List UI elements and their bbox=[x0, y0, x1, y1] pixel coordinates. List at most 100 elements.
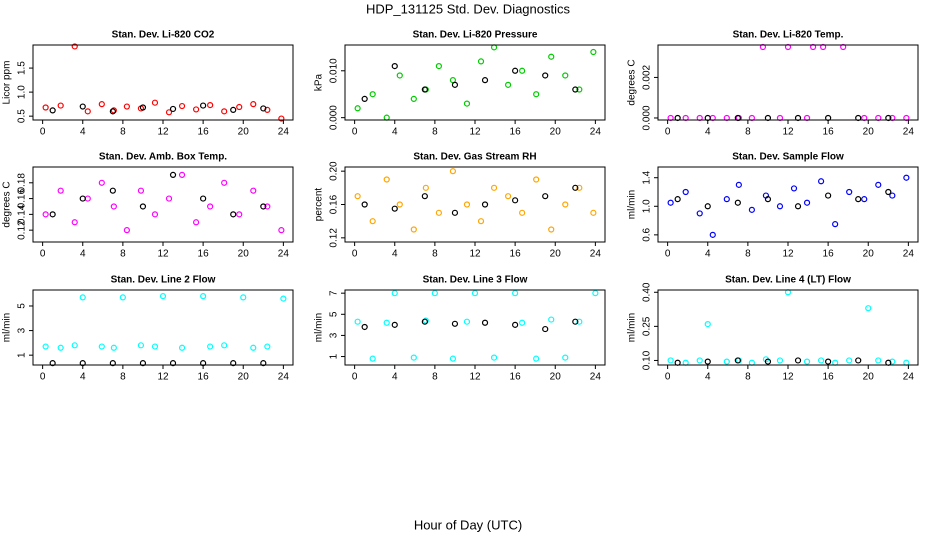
data-point bbox=[178, 344, 186, 351]
data-point bbox=[704, 320, 711, 328]
y-tick-label: 0.6 bbox=[642, 227, 653, 241]
data-point bbox=[885, 188, 892, 196]
data-point bbox=[98, 179, 105, 186]
data-point bbox=[264, 203, 271, 210]
data-point bbox=[519, 319, 526, 326]
data-point bbox=[832, 359, 839, 366]
data-point bbox=[49, 107, 56, 114]
data-point bbox=[576, 86, 583, 93]
data-point bbox=[674, 359, 681, 366]
data-point bbox=[110, 107, 117, 114]
data-point bbox=[57, 102, 64, 109]
x-tick-label: 12 bbox=[157, 127, 169, 138]
data-point bbox=[236, 211, 243, 218]
data-point bbox=[109, 108, 116, 115]
data-point bbox=[71, 342, 78, 349]
data-point bbox=[505, 193, 512, 200]
data-point bbox=[200, 102, 207, 109]
data-point bbox=[533, 355, 540, 362]
data-point bbox=[505, 81, 512, 88]
data-point bbox=[410, 95, 417, 103]
x-tick-label: 16 bbox=[823, 249, 835, 260]
data-point bbox=[230, 211, 237, 218]
data-point bbox=[236, 103, 243, 111]
data-point bbox=[776, 357, 784, 364]
data-point bbox=[200, 195, 207, 202]
data-point bbox=[667, 199, 674, 206]
data-point bbox=[42, 211, 49, 218]
data-point bbox=[221, 179, 228, 186]
data-point bbox=[435, 62, 442, 70]
data-point bbox=[889, 192, 896, 199]
x-tick-label: 24 bbox=[278, 249, 290, 260]
panel-title: Stan. Dev. Li-820 Temp. bbox=[733, 30, 844, 41]
data-point bbox=[696, 357, 703, 364]
data-point bbox=[84, 108, 91, 115]
y-tick-label: 0.000 bbox=[329, 105, 340, 130]
x-tick-label: 16 bbox=[823, 372, 835, 383]
x-tick-label: 24 bbox=[903, 372, 915, 383]
x-tick-label: 0 bbox=[665, 249, 671, 260]
data-point bbox=[369, 355, 376, 362]
plot-frame bbox=[657, 166, 919, 243]
x-tick-label: 20 bbox=[238, 372, 250, 383]
data-point bbox=[159, 293, 167, 300]
data-point bbox=[361, 201, 368, 208]
data-point bbox=[110, 344, 117, 351]
y-tick-label: 1.4 bbox=[642, 170, 653, 184]
data-point bbox=[431, 290, 438, 297]
data-point bbox=[169, 171, 177, 178]
data-point bbox=[280, 295, 287, 302]
x-tick-label: 8 bbox=[432, 249, 438, 260]
data-point bbox=[71, 43, 78, 50]
data-point bbox=[548, 226, 555, 233]
x-tick-label: 0 bbox=[40, 372, 46, 383]
data-point bbox=[846, 357, 853, 364]
data-point bbox=[79, 195, 86, 202]
data-point bbox=[278, 227, 285, 234]
x-tick-label: 0 bbox=[352, 127, 358, 138]
y-axis-label: Licor ppm bbox=[2, 61, 13, 105]
x-tick-label: 20 bbox=[550, 127, 562, 138]
x-tick-label: 16 bbox=[823, 127, 835, 138]
data-point bbox=[110, 203, 117, 210]
data-point bbox=[79, 103, 86, 110]
data-point bbox=[572, 318, 579, 325]
x-tick-label: 24 bbox=[278, 372, 290, 383]
y-tick-label: 1 bbox=[17, 352, 28, 358]
data-point bbox=[542, 325, 549, 333]
data-point bbox=[391, 321, 398, 328]
data-point bbox=[451, 81, 459, 88]
x-tick-label: 8 bbox=[745, 372, 751, 383]
data-point bbox=[42, 104, 49, 111]
data-point bbox=[542, 72, 549, 79]
data-point bbox=[734, 199, 741, 206]
data-point bbox=[825, 192, 832, 199]
x-axis-label: Hour of Day (UTC) bbox=[414, 517, 522, 532]
data-point bbox=[696, 210, 703, 217]
data-point bbox=[735, 181, 742, 188]
plot-frame bbox=[657, 44, 919, 121]
x-tick-label: 0 bbox=[40, 249, 46, 260]
x-tick-label: 24 bbox=[590, 372, 602, 383]
data-point bbox=[572, 86, 579, 93]
data-point bbox=[109, 360, 116, 367]
y-axis-label: percent bbox=[314, 188, 325, 222]
y-axis-label: ml/min bbox=[2, 313, 13, 342]
x-tick-label: 12 bbox=[469, 127, 481, 138]
x-tick-label: 16 bbox=[510, 127, 522, 138]
data-point bbox=[832, 221, 839, 228]
data-point bbox=[590, 209, 597, 216]
x-tick-label: 20 bbox=[863, 372, 875, 383]
data-point bbox=[875, 181, 882, 188]
data-point bbox=[84, 195, 91, 202]
x-tick-label: 0 bbox=[665, 372, 671, 383]
plot-frame bbox=[32, 166, 294, 243]
y-tick-label: 1.0 bbox=[17, 85, 28, 99]
data-point bbox=[109, 187, 116, 194]
x-tick-label: 16 bbox=[198, 372, 210, 383]
panel-title: Stan. Dev. Li-820 CO2 bbox=[112, 30, 215, 41]
data-point bbox=[748, 359, 755, 366]
data-point bbox=[855, 357, 862, 364]
x-tick-label: 20 bbox=[238, 127, 250, 138]
